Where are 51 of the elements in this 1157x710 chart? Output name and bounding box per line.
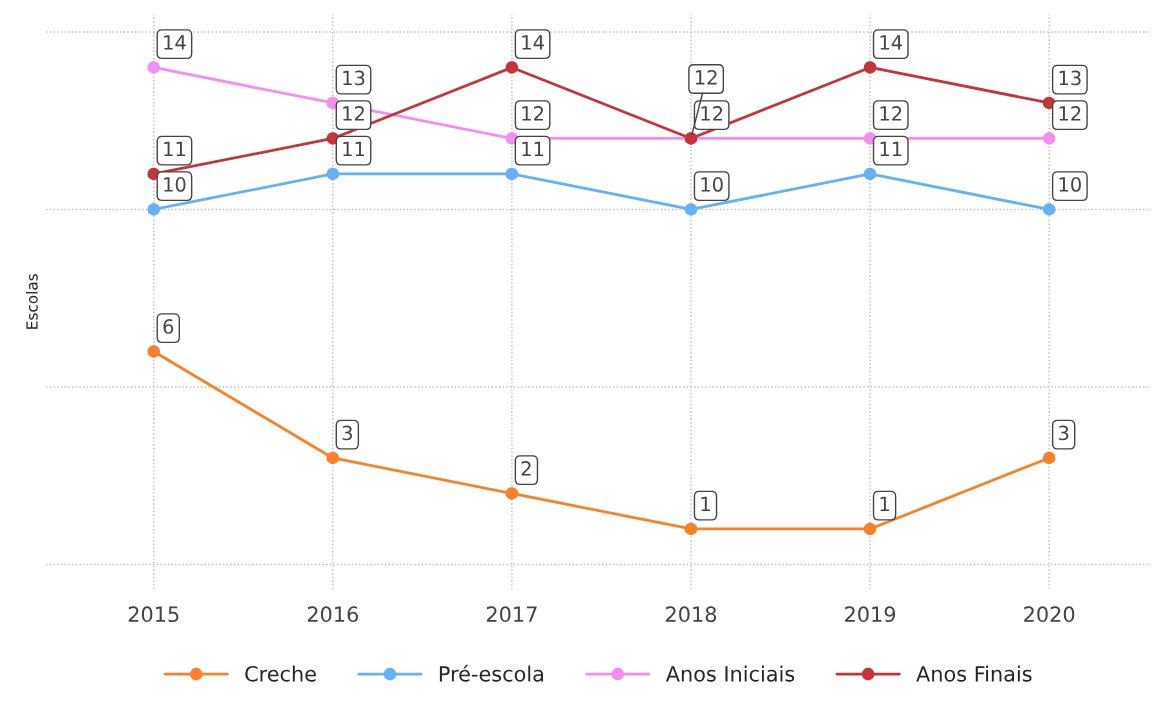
data-label: 12: [695, 69, 717, 85]
data-label: 12: [701, 106, 723, 121]
legend-label: Pré-escola: [439, 664, 544, 682]
point: [147, 345, 160, 358]
x-tick-label: 2019: [845, 606, 896, 623]
data-label: 14: [164, 35, 186, 50]
data-label: 10: [701, 177, 723, 192]
point: [1042, 451, 1056, 465]
data-label: 12: [522, 106, 544, 121]
point: [326, 167, 340, 181]
y-axis-title: Escolas: [25, 274, 38, 329]
data-label: 11: [343, 141, 365, 157]
data-label: 3: [342, 425, 352, 441]
x-tick-label: 2016: [307, 606, 359, 623]
data-label: 11: [522, 141, 544, 157]
point: [505, 167, 519, 181]
point: [147, 61, 160, 74]
point: [505, 487, 519, 500]
x-tick-label: 2017: [486, 606, 537, 623]
data-label: 1: [880, 496, 889, 512]
x-tick-label: 2015: [128, 606, 179, 623]
data-label: 3: [1058, 425, 1069, 441]
data-label: 13: [1059, 70, 1081, 86]
point: [684, 203, 698, 216]
data-label: 13: [343, 70, 365, 86]
data-label: 11: [164, 141, 186, 157]
data-label: 10: [1059, 177, 1081, 192]
legend-label: Anos Iniciais: [665, 665, 795, 682]
data-label: 14: [880, 35, 903, 50]
data-label: 10: [164, 177, 186, 192]
x-tick-label: 2018: [665, 606, 717, 623]
data-label: 6: [163, 319, 174, 334]
point: [684, 522, 698, 536]
data-label: 12: [343, 106, 364, 121]
point: [863, 522, 877, 536]
data-label: 11: [880, 141, 902, 157]
point: [1042, 203, 1056, 216]
data-label: 1: [701, 496, 710, 512]
data-label: 14: [522, 35, 544, 50]
x-tick-label: 2020: [1024, 606, 1075, 623]
data-label: 2: [521, 461, 531, 476]
point: [147, 203, 160, 216]
data-label: 12: [880, 106, 902, 121]
point: [326, 451, 340, 465]
legend-label: Creche: [245, 665, 316, 682]
point: [505, 61, 519, 74]
point: [863, 61, 877, 74]
legend-label: Anos Finais: [916, 665, 1032, 682]
point: [863, 167, 877, 181]
point: [1042, 132, 1056, 145]
data-label: 12: [1059, 106, 1081, 121]
